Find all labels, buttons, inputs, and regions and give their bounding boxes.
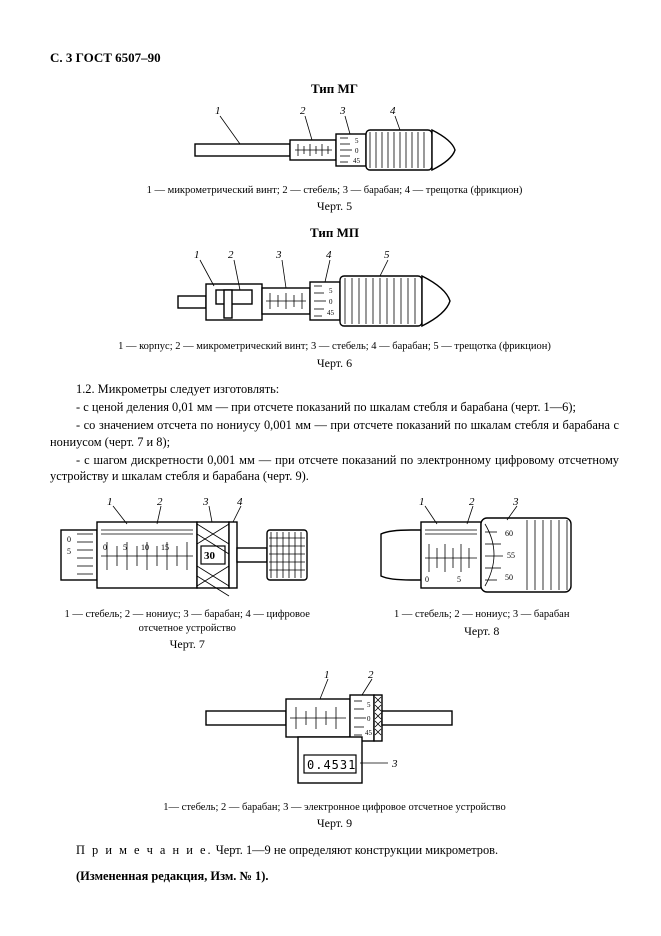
fig9-t0: 0 xyxy=(367,715,371,723)
fig7-l5: 5 xyxy=(123,543,127,552)
clause-1-2-i1: - с ценой деления 0,01 мм — при отсчете … xyxy=(50,399,619,415)
fig5-tick-0: 0 xyxy=(355,147,359,155)
fig7-c2: 2 xyxy=(157,496,163,508)
fig7-s5: 5 xyxy=(67,547,71,556)
fig6-c3: 3 xyxy=(275,249,282,261)
fig7-c4: 4 xyxy=(237,496,243,508)
fig7-l10: 10 xyxy=(141,543,149,552)
fig6-tick-0: 0 xyxy=(329,298,333,306)
fig9-c1: 1 xyxy=(324,669,330,681)
note-text: Черт. 1—9 не определяют конструкции микр… xyxy=(216,843,498,857)
fig7-s0: 0 xyxy=(67,535,71,544)
fig7-l0: 0 xyxy=(103,543,107,552)
fig6-diagram: 5 0 45 1 2 3 4 5 xyxy=(170,246,500,336)
fig8-r55: 55 xyxy=(507,551,515,560)
fig7-l15: 15 xyxy=(161,543,169,552)
fig9-c2: 2 xyxy=(368,669,374,681)
clause-1-2-i2: - со значением отсчета по нониусу 0,001 … xyxy=(50,417,619,449)
fig5-c2: 2 xyxy=(300,105,306,117)
fig7-c1: 1 xyxy=(107,496,113,508)
page: С. 3 ГОСТ 6507–90 Тип МГ 5 0 45 xyxy=(0,0,661,936)
fig9-t45: 45 xyxy=(365,729,373,737)
fig9-c3: 3 xyxy=(391,758,398,770)
fig6-c4: 4 xyxy=(326,249,332,261)
clause-1-2-i3: - с шагом дискретности 0,001 мм — при от… xyxy=(50,452,619,484)
page-header: С. 3 ГОСТ 6507–90 xyxy=(50,50,619,67)
fig6-c1: 1 xyxy=(194,249,200,261)
fig7-c3: 3 xyxy=(202,496,209,508)
fig8-l0: 0 xyxy=(425,575,429,584)
fig9-caption: 1— стебель; 2 — барабан; 3 — электронное… xyxy=(50,801,619,815)
fig6-tick-45: 45 xyxy=(327,309,335,317)
fig5-tick-5: 5 xyxy=(355,137,359,145)
fig8-c2: 2 xyxy=(469,496,475,508)
note-label: П р и м е ч а н и е. xyxy=(76,843,213,857)
fig7-diagram: 0 5 10 15 0 5 30 xyxy=(57,494,317,604)
fig5-title: Тип МГ xyxy=(50,81,619,98)
fig9-num: Черт. 9 xyxy=(50,816,619,832)
fig8-c1: 1 xyxy=(419,496,425,508)
fig8-num: Черт. 8 xyxy=(464,624,499,640)
fig8-r50: 50 xyxy=(505,573,513,582)
fig7-caption: 1 — стебель; 2 — нониус; 3 — барабан; 4 … xyxy=(62,608,312,635)
fig8-caption: 1 — стебель; 2 — нониус; 3 — барабан xyxy=(394,608,569,622)
fig7-col: 0 5 10 15 0 5 30 xyxy=(50,494,325,663)
fig5-tick-45: 45 xyxy=(353,157,361,165)
fig8-c3: 3 xyxy=(512,496,519,508)
fig7-num: Черт. 7 xyxy=(170,637,205,653)
fig9-t5: 5 xyxy=(367,701,371,709)
fig5-diagram: 5 0 45 1 2 3 4 xyxy=(190,102,480,180)
fig8-col: 0 5 60 55 50 xyxy=(345,494,620,663)
fig6-title: Тип МП xyxy=(50,225,619,242)
fig8-l5: 5 xyxy=(457,575,461,584)
fig5-num: Черт. 5 xyxy=(50,199,619,215)
amend: (Измененная редакция, Изм. № 1). xyxy=(50,868,619,884)
fig6-caption: 1 — корпус; 2 — микрометрический винт; 3… xyxy=(50,340,619,354)
fig5-caption: 1 — микрометрический винт; 2 — стебель; … xyxy=(50,184,619,198)
fig7-display: 30 xyxy=(204,550,216,562)
fig5-c1: 1 xyxy=(215,105,221,117)
fig6-c5: 5 xyxy=(384,249,390,261)
fig6-c2: 2 xyxy=(228,249,234,261)
fig6-tick-5: 5 xyxy=(329,287,333,295)
fig9-diagram: 5 0 45 0.4531 1 2 3 xyxy=(200,667,470,797)
fig6-num: Черт. 6 xyxy=(50,356,619,372)
fig7-8-row: 0 5 10 15 0 5 30 xyxy=(50,494,619,663)
note: П р и м е ч а н и е. Черт. 1—9 не опреде… xyxy=(50,842,619,858)
fig5-c3: 3 xyxy=(339,105,346,117)
fig9-display: 0.4531 xyxy=(307,758,356,772)
fig8-diagram: 0 5 60 55 50 xyxy=(377,494,587,604)
clause-1-2-lead: 1.2. Микрометры следует изготовлять: xyxy=(50,381,619,397)
fig5-c4: 4 xyxy=(390,105,396,117)
fig8-r60: 60 xyxy=(505,529,513,538)
